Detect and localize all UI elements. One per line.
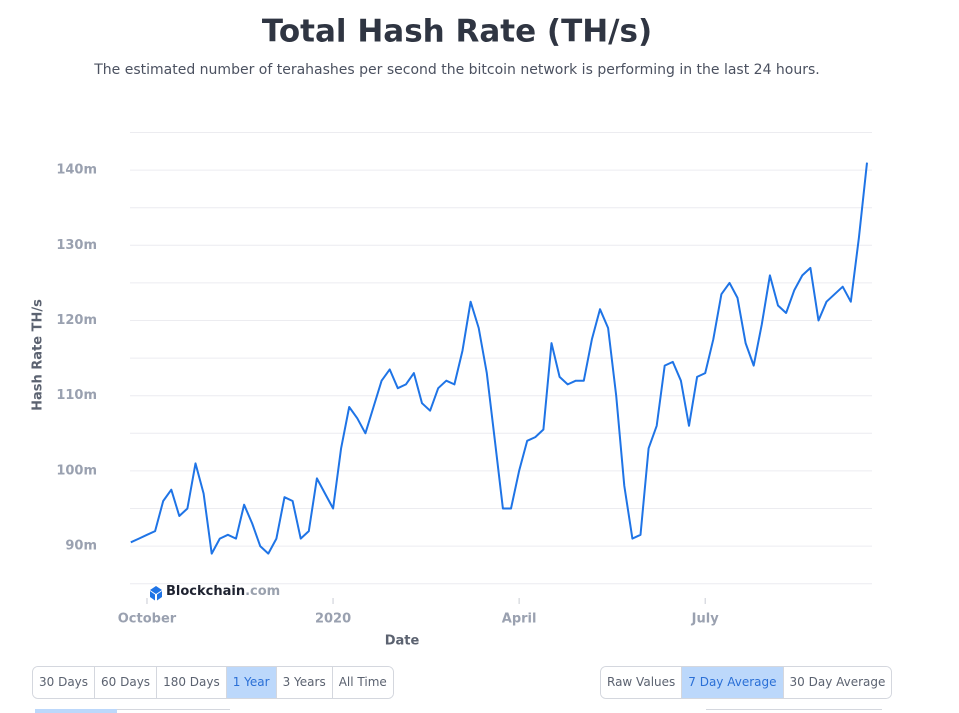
toggle-button[interactable]: 3 Years: [275, 667, 332, 698]
toggle-button[interactable]: 1 Year: [225, 667, 276, 698]
x-tick-label: April: [502, 612, 537, 627]
logo-name: Blockchain: [166, 584, 245, 599]
x-tick-label: October: [118, 612, 177, 627]
logo-icon: [150, 586, 162, 601]
series-line: [130, 162, 868, 555]
x-tick-label: 2020: [315, 612, 351, 627]
x-axis-label: Date: [385, 634, 420, 649]
chart: Total Hash Rate (TH/s) The estimated num…: [31, 14, 872, 649]
y-tick-label: 110m: [56, 388, 97, 403]
watermark: Blockchain.com: [150, 584, 280, 601]
scroll-hint: [117, 709, 230, 713]
x-tick-label: July: [691, 612, 720, 627]
scroll-hint: [706, 709, 882, 713]
y-tick-label: 140m: [56, 163, 97, 178]
average-selector: Raw Values 7 Day Average 30 Day Average: [600, 666, 893, 699]
y-tick-label: 130m: [56, 238, 97, 253]
toggle-button[interactable]: 60 Days: [94, 667, 157, 698]
y-tick-label: 90m: [65, 539, 97, 554]
y-axis-label: Hash Rate TH/s: [31, 299, 46, 411]
chart-subtitle: The estimated number of terahashes per s…: [93, 62, 819, 78]
toggle-button[interactable]: 7 Day Average: [681, 667, 783, 698]
range-selector: 30 Days 60 Days 180 Days 1 Year 3 Years All T…: [32, 666, 394, 699]
y-tick-label: 120m: [56, 313, 97, 328]
logo-text: Blockchain.com: [166, 584, 280, 599]
toggle-button[interactable]: 30 Day Average: [782, 667, 892, 698]
toggle-button[interactable]: All Time: [331, 667, 393, 698]
toggle-button[interactable]: 30 Days: [33, 667, 95, 698]
chart-title: Total Hash Rate (TH/s): [262, 14, 652, 50]
scroll-hint: [35, 709, 117, 713]
toggle-button[interactable]: Raw Values: [601, 667, 682, 698]
logo-suffix: .com: [245, 584, 280, 599]
y-tick-label: 100m: [56, 463, 97, 478]
toggle-button[interactable]: 180 Days: [156, 667, 226, 698]
